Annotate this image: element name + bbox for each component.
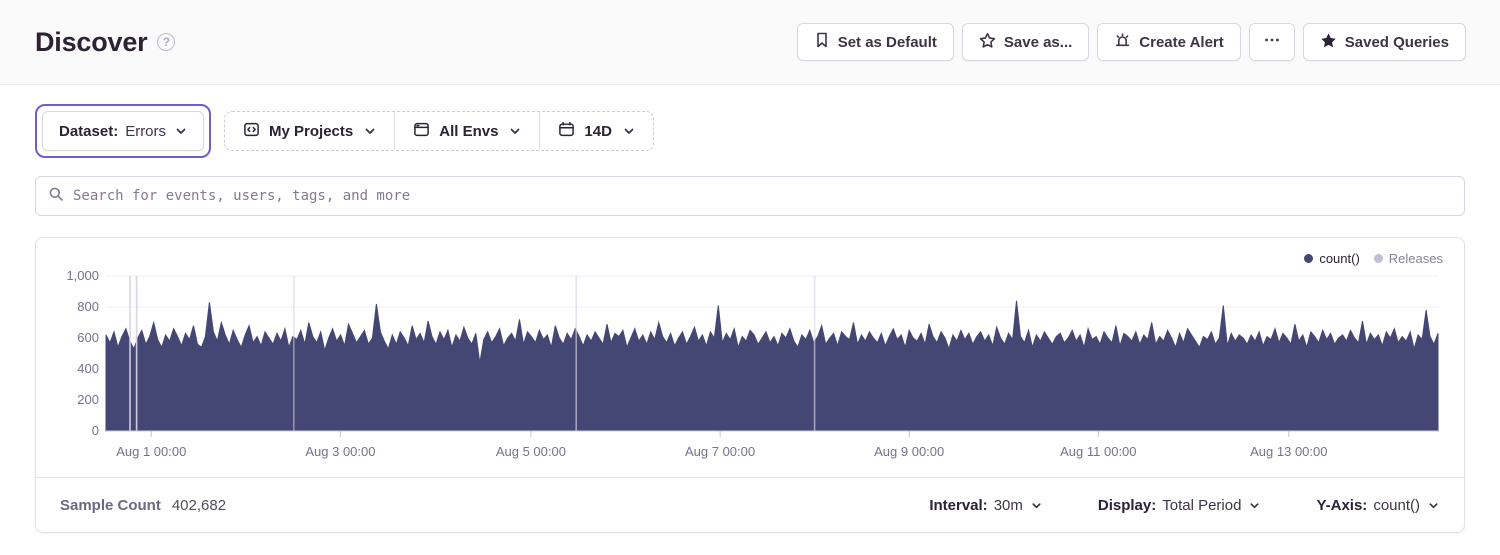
chevron-down-icon [1249, 500, 1260, 511]
calendar-icon [558, 121, 575, 142]
sample-count-value: 402,682 [171, 496, 227, 514]
window-icon [413, 121, 430, 142]
ellipsis-icon [1263, 32, 1281, 52]
x-axis-label: Aug 3 00:00 [305, 444, 376, 459]
y-axis-label: 800 [77, 299, 99, 314]
header-actions: Set as Default Save as... Create Alert S… [796, 23, 1466, 61]
chevron-down-icon [175, 125, 187, 137]
page-title: Discover [35, 26, 148, 57]
legend-item-releases[interactable]: Releases [1373, 251, 1443, 266]
x-axis-label: Aug 5 00:00 [495, 444, 566, 459]
interval-dropdown[interactable]: Interval: 30m [929, 497, 1042, 514]
x-axis-label: Aug 7 00:00 [684, 444, 756, 459]
search-icon [48, 186, 64, 207]
star-filled-icon [1320, 32, 1337, 53]
releases-legend-dot [1373, 254, 1383, 263]
create-alert-button[interactable]: Create Alert [1097, 23, 1241, 61]
bookmark-icon [814, 32, 830, 52]
chevron-down-icon [1428, 500, 1439, 511]
save-as-button[interactable]: Save as... [961, 23, 1090, 61]
chevron-down-icon [364, 125, 376, 137]
page-filters-group: My Projects All Envs 14D [224, 111, 654, 151]
search-bar [35, 176, 1465, 216]
footer-controls: Interval: 30m Display: Total Period Y-Ax… [929, 497, 1439, 514]
chart-panel: count() Releases 0 200 400 600 800 1,000 Aug … [35, 237, 1465, 533]
y-axis-label: 600 [77, 330, 99, 345]
chart-panel-footer: Sample Count 402,682 Interval: 30m Displ… [36, 477, 1464, 532]
x-axis-label: Aug 13 00:00 [1250, 444, 1328, 459]
count-legend-dot [1304, 254, 1314, 263]
star-icon [979, 32, 996, 53]
project-icon [243, 121, 260, 142]
display-dropdown[interactable]: Display: Total Period [1098, 497, 1261, 514]
y-axis-label: 0 [91, 423, 99, 438]
dataset-highlight-outline: Dataset: Errors [35, 104, 212, 158]
sample-count-label: Sample Count [60, 496, 161, 514]
dataset-dropdown[interactable]: Dataset: Errors [42, 111, 205, 151]
y-axis-dropdown[interactable]: Y-Axis: count() [1316, 497, 1439, 514]
y-axis-label: 400 [77, 361, 99, 376]
chevron-down-icon [509, 125, 521, 137]
y-axis-label: 1,000 [66, 268, 99, 283]
search-input[interactable] [73, 188, 1452, 204]
help-icon[interactable]: ? [157, 33, 176, 51]
set-as-default-button[interactable]: Set as Default [796, 23, 954, 61]
date-range-filter[interactable]: 14D [539, 112, 653, 150]
chevron-down-icon [1031, 500, 1042, 511]
x-axis-label: Aug 1 00:00 [116, 444, 187, 459]
page-header: Discover ? Set as Default Save as... Cre… [0, 0, 1500, 85]
chart-legend: count() Releases [1304, 251, 1443, 266]
chart-plot-area[interactable]: Aug 1 00:00 Aug 3 00:00 Aug 5 00:00 Aug 7 0… [105, 275, 1439, 459]
environment-filter[interactable]: All Envs [394, 112, 539, 150]
siren-icon [1114, 32, 1131, 53]
chevron-down-icon [623, 125, 635, 137]
project-filter[interactable]: My Projects [225, 112, 394, 150]
more-options-button[interactable] [1248, 23, 1295, 61]
x-axis-label: Aug 9 00:00 [874, 444, 945, 459]
legend-item-count[interactable]: count() [1304, 251, 1360, 266]
y-axis-labels: 0 200 400 600 800 1,000 [36, 268, 99, 438]
y-axis-label: 200 [77, 392, 99, 407]
filter-bar: Dataset: Errors My Projects All Envs [35, 104, 1465, 158]
x-axis-label: Aug 11 00:00 [1060, 444, 1137, 459]
saved-queries-button[interactable]: Saved Queries [1302, 23, 1466, 61]
